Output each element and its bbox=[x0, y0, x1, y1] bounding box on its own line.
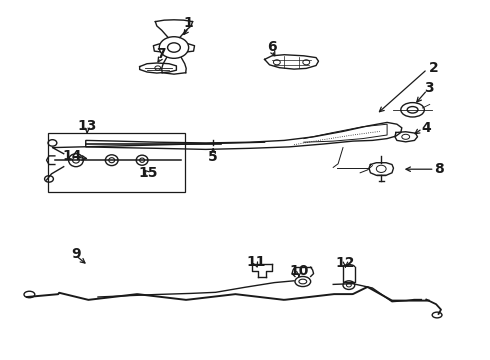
Text: 3: 3 bbox=[424, 81, 434, 95]
Text: 10: 10 bbox=[289, 264, 309, 278]
Text: 1: 1 bbox=[184, 17, 194, 30]
Text: 7: 7 bbox=[156, 47, 166, 61]
Text: 14: 14 bbox=[63, 149, 82, 162]
Text: 6: 6 bbox=[267, 40, 277, 54]
Text: 8: 8 bbox=[434, 162, 443, 176]
Text: 2: 2 bbox=[429, 62, 439, 75]
Text: 5: 5 bbox=[208, 150, 218, 163]
Text: 15: 15 bbox=[138, 166, 158, 180]
Text: 12: 12 bbox=[336, 256, 355, 270]
Text: 11: 11 bbox=[246, 255, 266, 269]
Bar bbox=[48, 133, 185, 192]
Text: 13: 13 bbox=[77, 119, 97, 133]
Text: 4: 4 bbox=[421, 121, 431, 135]
Text: 9: 9 bbox=[71, 247, 81, 261]
